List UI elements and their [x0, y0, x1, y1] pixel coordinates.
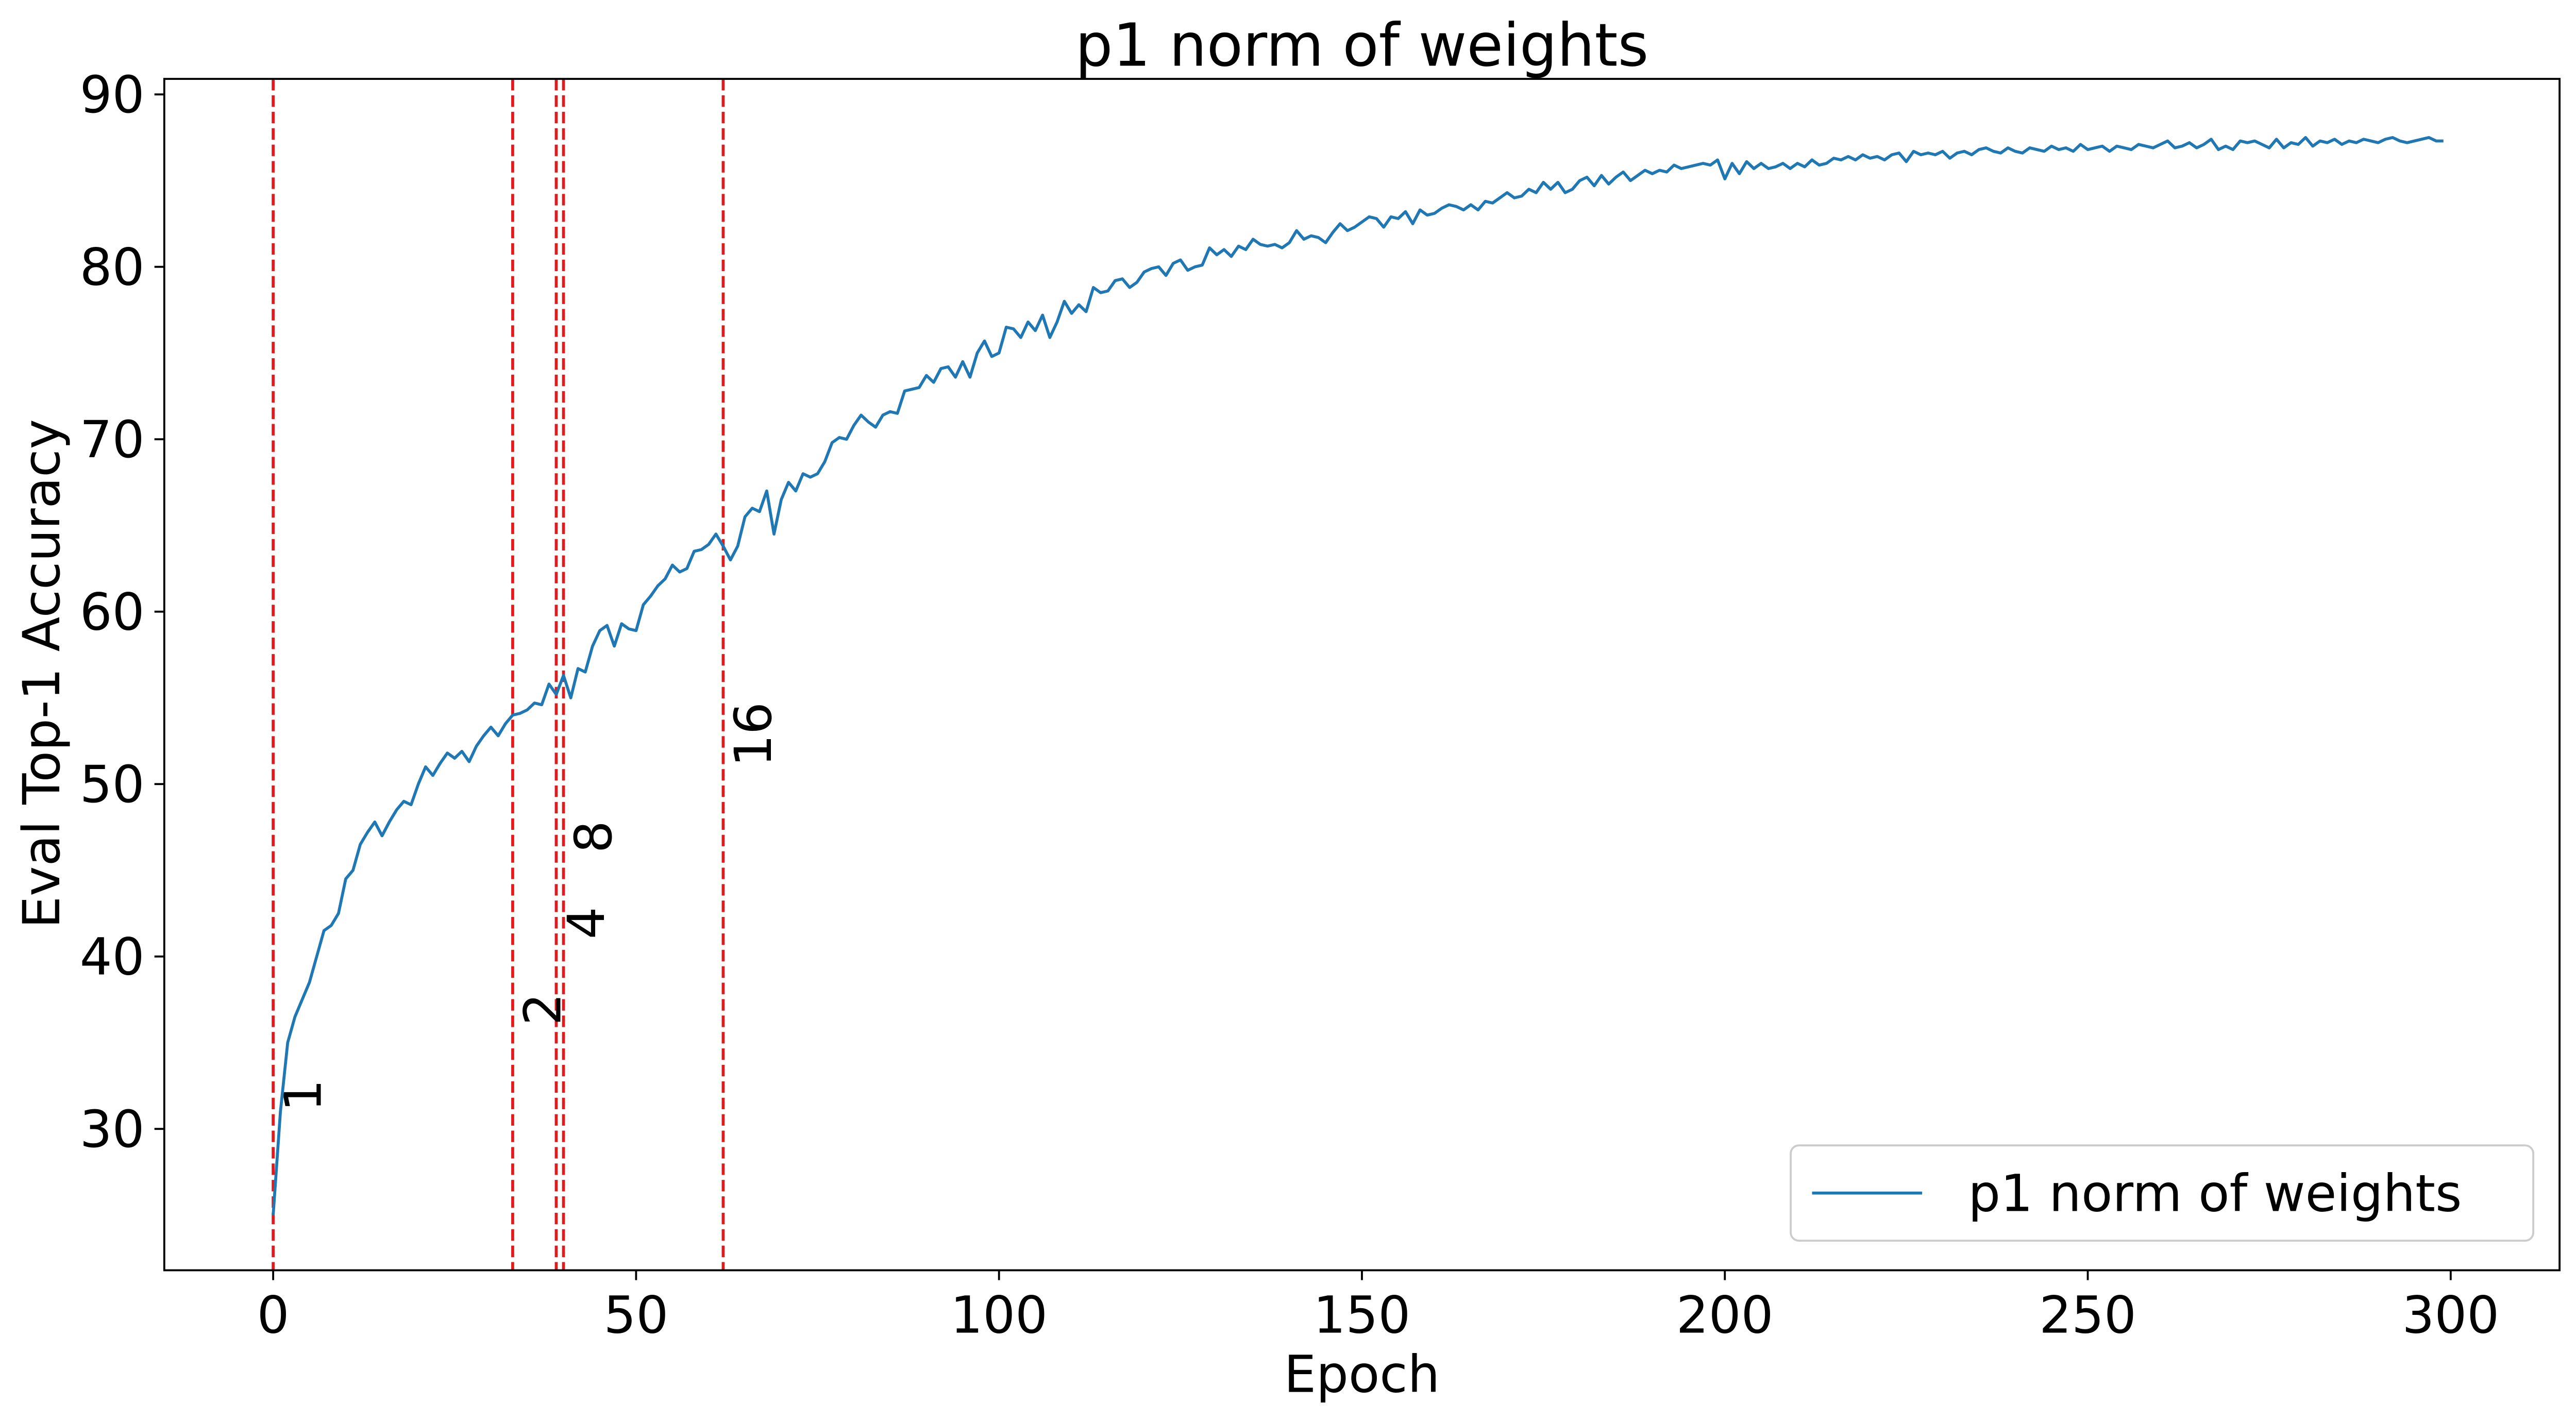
plot-frame — [163, 78, 2561, 1272]
annotation: 16 — [724, 702, 783, 767]
x-tick-label: 100 — [950, 1286, 1048, 1345]
y-tick-label: 70 — [80, 410, 145, 470]
y-tick-label: 40 — [80, 928, 145, 987]
annotation: 8 — [564, 821, 624, 853]
y-tick-label: 60 — [80, 583, 145, 642]
legend-box — [1790, 1144, 2535, 1242]
x-axis-label: Epoch — [1284, 1345, 1440, 1404]
x-tick-label: 0 — [257, 1286, 290, 1345]
x-tick-label: 150 — [1314, 1286, 1411, 1345]
x-tick-label: 250 — [2039, 1286, 2136, 1345]
line-series — [272, 136, 2444, 1215]
annotation: 4 — [557, 907, 616, 939]
legend-label: p1 norm of weights — [1968, 1164, 2462, 1224]
legend: p1 norm of weights — [1790, 1144, 2535, 1242]
y-tick-label: 90 — [80, 65, 145, 125]
x-tick-label: 50 — [604, 1286, 669, 1345]
chart-title: p1 norm of weights — [1075, 11, 1649, 80]
annotation: 2 — [513, 993, 573, 1026]
y-tick-label: 80 — [80, 238, 145, 297]
y-tick-label: 30 — [80, 1100, 145, 1159]
y-tick-label: 50 — [80, 755, 145, 814]
x-tick-label: 300 — [2402, 1286, 2500, 1345]
y-axis-label: Eval Top-1 Accuracy — [12, 419, 72, 928]
x-tick-label: 200 — [1676, 1286, 1774, 1345]
